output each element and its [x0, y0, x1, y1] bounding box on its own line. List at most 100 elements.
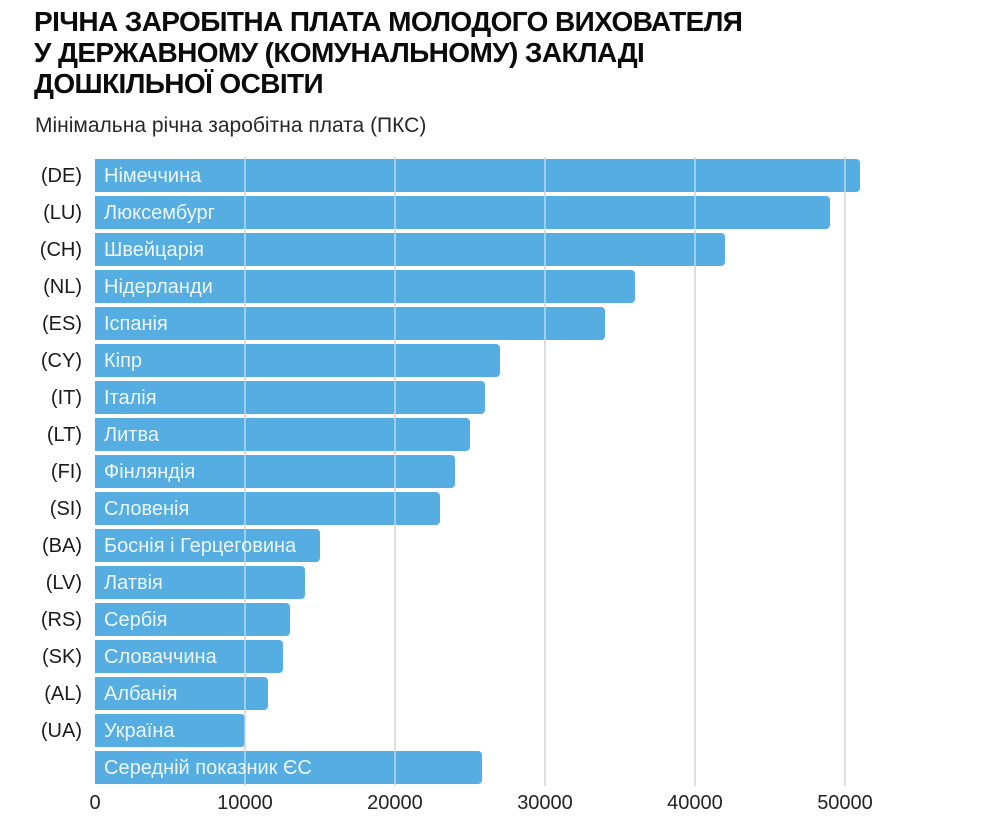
chart-row: (AL) Албанія — [0, 675, 995, 712]
bar-label: Кіпр — [104, 349, 143, 372]
chart-subtitle: Мінімальна річна заробітна плата (ПКС) — [35, 114, 427, 137]
country-code-label: (DE) — [40, 164, 82, 187]
bar-label: Швейцарія — [104, 238, 204, 261]
country-code-label: (LU) — [43, 201, 82, 224]
bar-track: Люксембург — [95, 196, 995, 229]
bar-track: Фінляндія — [95, 455, 995, 488]
bar: Словаччина — [95, 640, 283, 673]
bar-label: Середній показник ЄС — [104, 756, 312, 779]
bar-label: Фінляндія — [104, 460, 196, 483]
bar-label: Латвія — [104, 571, 163, 594]
country-code-label: (CH) — [39, 238, 82, 261]
bar-track: Німеччина — [95, 159, 995, 192]
bar: Литва — [95, 418, 470, 451]
country-code-label: (CY) — [40, 349, 82, 372]
country-code-label: (ES) — [42, 312, 82, 335]
bar-track: Боснія і Герцеговина — [95, 529, 995, 562]
bar-label: Італія — [104, 386, 157, 409]
chart-row: Середній показник ЄС — [0, 749, 995, 786]
x-axis-tick-label: 10000 — [217, 792, 273, 814]
bar: Україна — [95, 714, 245, 747]
bar-track: Україна — [95, 714, 995, 747]
chart-row: (UA) Україна — [0, 712, 995, 749]
bar-label: Іспанія — [104, 312, 168, 335]
x-axis-tick-label: 50000 — [817, 792, 873, 814]
bar-label: Словенія — [104, 497, 190, 520]
bar-label: Боснія і Герцеговина — [104, 534, 297, 557]
bar: Середній показник ЄС — [95, 751, 482, 784]
bar-label: Литва — [104, 423, 159, 446]
bar-track: Литва — [95, 418, 995, 451]
title-line-3: ДОШКІЛЬНОЇ ОСВІТИ — [34, 68, 324, 99]
bar: Швейцарія — [95, 233, 725, 266]
bar-label: Албанія — [104, 682, 178, 705]
chart-row: (CY) Кіпр — [0, 342, 995, 379]
chart-rows: (DE) Німеччина (LU) Люксембург (CH) Швейцарія… — [0, 157, 995, 786]
x-axis-tick-label: 0 — [89, 792, 101, 814]
country-code-label: (IT) — [50, 386, 82, 409]
chart-row: (LU) Люксембург — [0, 194, 995, 231]
bar-track: Словаччина — [95, 640, 995, 673]
country-code-label: (LT) — [46, 423, 82, 446]
chart-row: (SK) Словаччина — [0, 638, 995, 675]
x-axis-tick-label: 40000 — [667, 792, 723, 814]
country-code-label: (BA) — [42, 534, 82, 557]
chart-row: (DE) Німеччина — [0, 157, 995, 194]
bar-label: Нідерланди — [104, 275, 213, 298]
bar-track: Албанія — [95, 677, 995, 710]
bar: Сербія — [95, 603, 290, 636]
chart-row: (LT) Литва — [0, 416, 995, 453]
bar: Німеччина — [95, 159, 860, 192]
country-code-label: (FI) — [50, 460, 82, 483]
bar: Словенія — [95, 492, 440, 525]
bar: Албанія — [95, 677, 268, 710]
bar-track: Нідерланди — [95, 270, 995, 303]
bar: Боснія і Герцеговина — [95, 529, 320, 562]
country-code-label: (SI) — [49, 497, 82, 520]
country-code-label: (LV) — [45, 571, 82, 594]
country-code-label: (SK) — [42, 645, 82, 668]
bar: Кіпр — [95, 344, 500, 377]
bar-track: Латвія — [95, 566, 995, 599]
chart-row: (ES) Іспанія — [0, 305, 995, 342]
bar-label: Словаччина — [104, 645, 217, 668]
country-code-label: (UA) — [40, 719, 82, 742]
chart-row: (SI) Словенія — [0, 490, 995, 527]
bar-track: Іспанія — [95, 307, 995, 340]
bar-track: Середній показник ЄС — [95, 751, 995, 784]
bar: Люксембург — [95, 196, 830, 229]
x-axis-tick-label: 20000 — [367, 792, 423, 814]
country-code-label: (AL) — [44, 682, 82, 705]
page-title: РІЧНА ЗАРОБІТНА ПЛАТА МОЛОДОГО ВИХОВАТЕЛ… — [34, 6, 975, 99]
title-line-1: РІЧНА ЗАРОБІТНА ПЛАТА МОЛОДОГО ВИХОВАТЕЛ… — [34, 6, 743, 37]
header: РІЧНА ЗАРОБІТНА ПЛАТА МОЛОДОГО ВИХОВАТЕЛ… — [0, 0, 995, 138]
bar: Фінляндія — [95, 455, 455, 488]
country-code-label: (NL) — [43, 275, 82, 298]
bar: Нідерланди — [95, 270, 635, 303]
bar: Латвія — [95, 566, 305, 599]
chart-row: (LV) Латвія — [0, 564, 995, 601]
chart-row: (FI) Фінляндія — [0, 453, 995, 490]
chart-row: (IT) Італія — [0, 379, 995, 416]
chart-row: (BA) Боснія і Герцеговина — [0, 527, 995, 564]
bar-label: Німеччина — [104, 164, 202, 187]
bar-label: Люксембург — [104, 201, 215, 224]
bar-track: Словенія — [95, 492, 995, 525]
chart-row: (RS) Сербія — [0, 601, 995, 638]
bar-label: Сербія — [104, 608, 168, 631]
country-code-label: (RS) — [40, 608, 82, 631]
bar-chart: (DE) Німеччина (LU) Люксембург (CH) Швейцарія… — [0, 157, 995, 816]
bar: Італія — [95, 381, 485, 414]
bar-track: Швейцарія — [95, 233, 995, 266]
x-axis-tick-label: 30000 — [517, 792, 573, 814]
chart-row: (CH) Швейцарія — [0, 231, 995, 268]
bar: Іспанія — [95, 307, 605, 340]
bar-label: Україна — [104, 719, 175, 742]
bar-track: Сербія — [95, 603, 995, 636]
bar-track: Кіпр — [95, 344, 995, 377]
chart-row: (NL) Нідерланди — [0, 268, 995, 305]
x-axis: 0 10000 20000 30000 40000 50000 — [89, 786, 995, 816]
bar-track: Італія — [95, 381, 995, 414]
title-line-2: У ДЕРЖАВНОМУ (КОМУНАЛЬНОМУ) ЗАКЛАДІ — [34, 37, 645, 68]
